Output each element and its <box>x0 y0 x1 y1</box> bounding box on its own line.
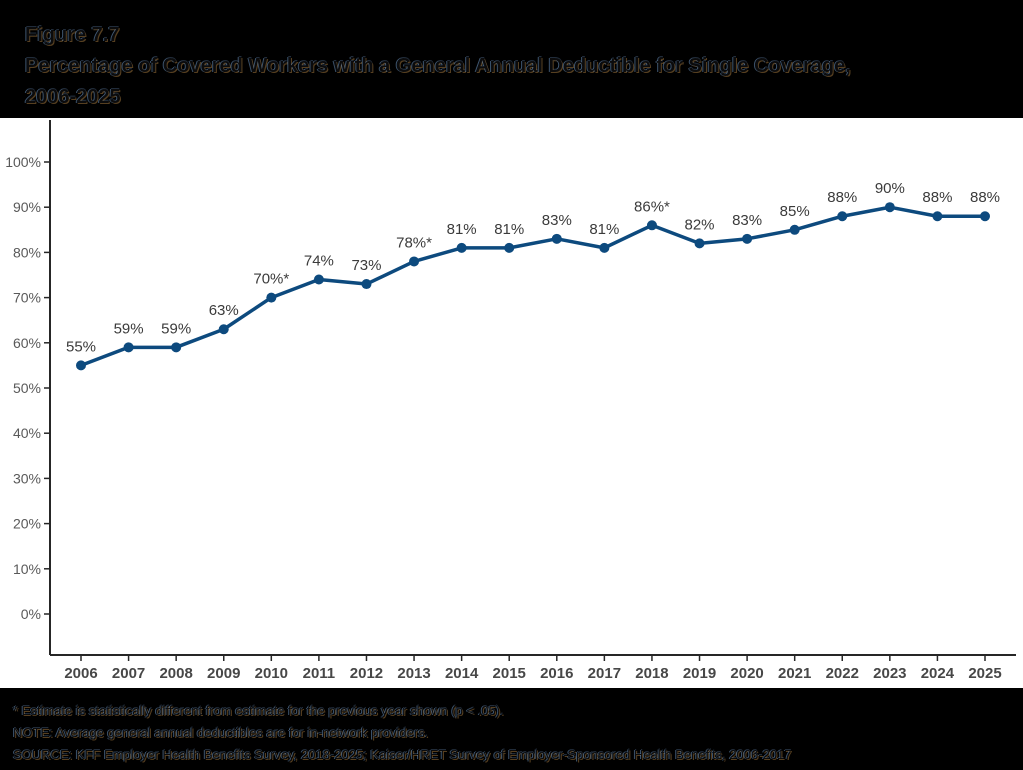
x-tick-label: 2009 <box>207 665 240 682</box>
data-point <box>504 242 515 253</box>
data-point <box>932 211 943 222</box>
data-point-label: 55% <box>66 338 96 355</box>
x-tick-label: 2010 <box>255 665 288 682</box>
footnote-block: * Estimate is statistically different fr… <box>0 688 1023 770</box>
chart-title-years: 2006-2025 <box>25 86 121 108</box>
y-tick-label: 100% <box>5 154 41 170</box>
data-point-label: 81% <box>589 221 619 238</box>
data-point-label: 81% <box>447 221 477 238</box>
note-footnote: NOTE: Average general annual deductibles… <box>13 725 429 740</box>
y-tick-label: 10% <box>13 561 41 577</box>
y-tick-label: 50% <box>13 380 41 396</box>
data-point <box>694 238 705 249</box>
x-tick-label: 2017 <box>588 665 621 682</box>
data-point <box>456 242 467 253</box>
y-tick-label: 30% <box>13 470 41 486</box>
x-tick-label: 2006 <box>64 665 97 682</box>
data-point-label: 90% <box>875 180 905 197</box>
y-tick-label: 90% <box>13 199 41 215</box>
chart-title: Percentage of Covered Workers with a Gen… <box>25 55 851 77</box>
data-point <box>599 242 610 253</box>
x-tick-label: 2011 <box>303 665 336 682</box>
x-tick-label: 2023 <box>873 665 906 682</box>
data-point <box>884 202 895 213</box>
data-point-label: 82% <box>685 216 715 233</box>
data-point <box>361 279 372 290</box>
y-tick-label: 0% <box>21 606 41 622</box>
significance-footnote: * Estimate is statistically different fr… <box>13 703 504 718</box>
x-tick-label: 2008 <box>159 665 192 682</box>
data-point-label: 73% <box>351 257 381 274</box>
y-tick-label: 20% <box>13 516 41 532</box>
x-tick-label: 2012 <box>350 665 383 682</box>
data-point <box>980 211 990 222</box>
data-point <box>742 233 753 244</box>
data-point-label: 78%* <box>396 234 432 251</box>
data-point-label: 59% <box>161 320 191 337</box>
x-tick-label: 2022 <box>826 665 859 682</box>
x-tick-label: 2020 <box>730 665 763 682</box>
y-tick-label: 80% <box>13 244 41 260</box>
data-point-label: 86%* <box>634 198 670 215</box>
x-tick-label: 2014 <box>445 665 479 682</box>
x-tick-label: 2019 <box>683 665 716 682</box>
data-point <box>76 360 86 371</box>
data-point <box>551 233 562 244</box>
data-point <box>123 342 134 353</box>
x-tick-label: 2018 <box>635 665 668 682</box>
chart-area: 0% 10% 20% 30% 40% 50% 60% 70% 80% 90% 100% 2006 200… <box>0 118 1023 688</box>
data-point-label: 88% <box>970 189 1000 206</box>
y-tick-label: 70% <box>13 290 41 306</box>
y-tick-label: 60% <box>13 335 41 351</box>
data-point <box>218 324 229 335</box>
x-tick-label: 2016 <box>540 665 573 682</box>
y-tick-label: 40% <box>13 425 41 441</box>
data-point-label: 59% <box>114 320 144 337</box>
x-tick-label: 2013 <box>397 665 430 682</box>
data-point-label: 83% <box>542 212 572 229</box>
title-block: Figure 7.7 Percentage of Covered Workers… <box>0 0 1023 118</box>
data-point-label: 63% <box>209 302 239 319</box>
x-tick-label: 2025 <box>968 665 1001 682</box>
x-tick-label: 2015 <box>493 665 526 682</box>
data-point-label: 88% <box>827 189 857 206</box>
x-tick-label: 2007 <box>112 665 145 682</box>
data-point <box>837 211 848 222</box>
data-point <box>171 342 182 353</box>
x-tick-label: 2021 <box>778 665 811 682</box>
data-point-label: 88% <box>922 189 952 206</box>
data-point <box>646 220 657 231</box>
data-point-label: 70%* <box>253 271 289 288</box>
data-point-label: 81% <box>494 221 524 238</box>
line-chart-canvas: 0% 10% 20% 30% 40% 50% 60% 70% 80% 90% 100% 2006 200… <box>5 120 1016 682</box>
x-tick-label: 2024 <box>921 665 955 682</box>
data-point-label: 85% <box>780 203 810 220</box>
data-point <box>789 224 800 235</box>
chart-line <box>79 205 987 368</box>
data-point-label: 83% <box>732 212 762 229</box>
data-point <box>409 256 420 267</box>
data-point <box>266 292 277 303</box>
source-footnote: SOURCE: KFF Employer Health Benefits Sur… <box>13 747 792 762</box>
data-point <box>313 274 324 285</box>
data-point-label: 74% <box>304 253 334 270</box>
figure-number: Figure 7.7 <box>25 24 120 46</box>
